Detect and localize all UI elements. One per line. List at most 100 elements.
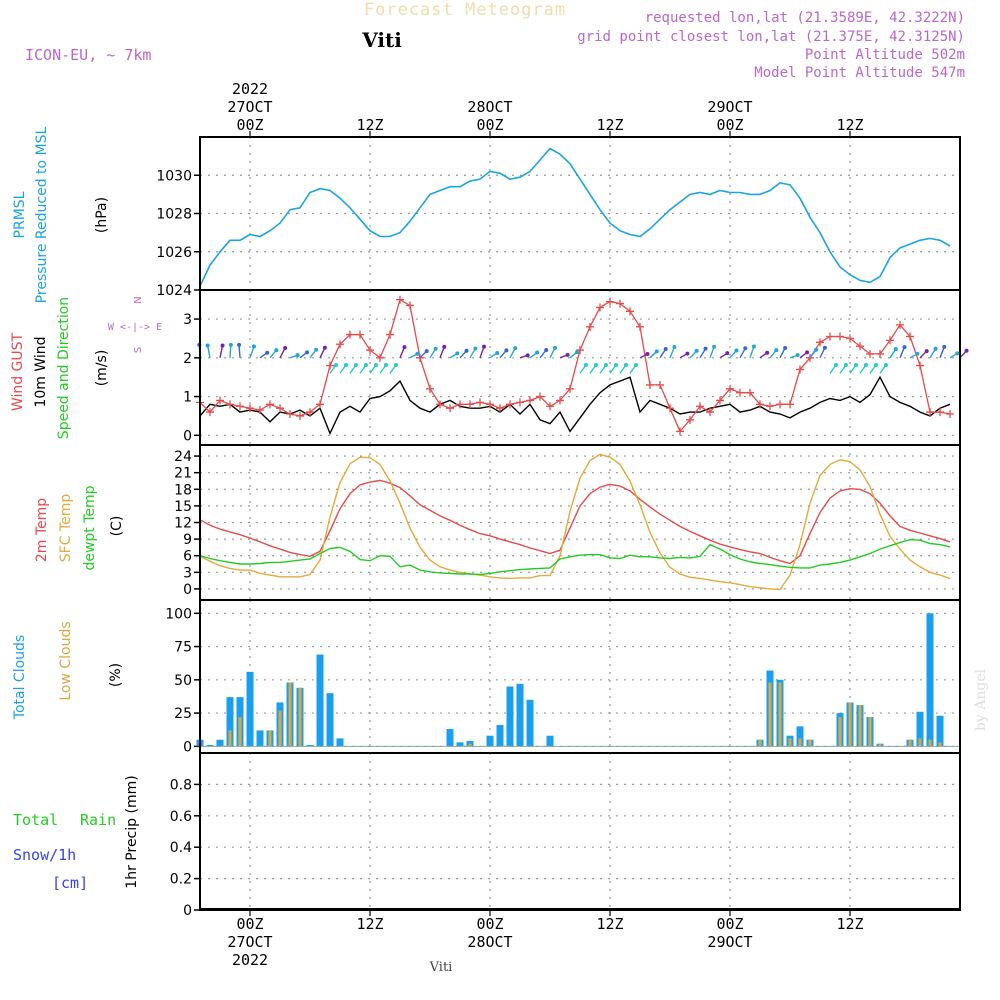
wind-gust-point: [886, 336, 894, 345]
low-cloud-bar: [838, 717, 842, 747]
total-cloud-bar: [926, 613, 934, 747]
wind-panel-labels: Wind GUST 10m Wind Speed and Direction (…: [10, 296, 162, 439]
total-cloud-bar: [936, 715, 944, 747]
low-cloud-bar: [228, 730, 232, 747]
wind-arrow-head: [712, 344, 717, 349]
wind-arrow-head: [353, 362, 358, 367]
cloud-panel-labels: Total Clouds Low Clouds (%): [12, 621, 124, 720]
total-cloud-bar: [496, 725, 504, 747]
low-cloud-bar: [878, 743, 882, 747]
low-cloud-bar: [298, 687, 302, 747]
wind-arrow-head: [623, 362, 628, 367]
wind-gust-point: [756, 400, 764, 409]
wind-arrow-head: [583, 362, 588, 367]
wind-arrow-head: [473, 346, 478, 351]
low-cloud-bar: [758, 739, 762, 747]
pressure-panel-labels: PRMSL Pressure Reduced to MSL (hPa): [12, 126, 110, 303]
wind-arrow-head: [251, 344, 256, 349]
low-cloud-bar: [858, 705, 862, 747]
low-cloud-bar: [848, 702, 852, 747]
wind-gust-point: [666, 404, 674, 413]
wind-arrow-head: [734, 348, 739, 353]
wind-gust-point: [806, 353, 814, 362]
rain-label: Rain: [80, 811, 116, 829]
wind-arrow-head: [663, 346, 668, 351]
wind-gust-point: [866, 349, 874, 358]
low-cloud-bar: [768, 682, 772, 747]
wind-gust-point: [586, 322, 594, 331]
top-time-label: 12Z: [356, 116, 383, 134]
wind-arrow-head: [464, 348, 469, 353]
wind-gust-point: [686, 415, 694, 424]
requested-location: requested lon,lat (21.3589E, 42.3222N): [645, 10, 965, 26]
total-cloud-bar: [466, 741, 474, 747]
wind-gust-point: [826, 332, 834, 341]
low-cloud-bar: [868, 717, 872, 747]
total-cloud-bar: [516, 683, 524, 747]
wind-gust-point: [926, 408, 934, 417]
wind-gust-point: [626, 307, 634, 316]
wind-arrow-head: [822, 345, 827, 350]
wind-gust-point: [366, 346, 374, 355]
wind-arrow-head: [685, 351, 690, 356]
pressure-unit: (hPa): [94, 197, 110, 233]
wind-unit: (m/s): [94, 350, 110, 387]
total-precip-label: Total: [13, 811, 58, 829]
wind-arrow-head: [565, 352, 570, 357]
cloud-ytick-label: 25: [174, 706, 192, 722]
low-cloud-bar: [938, 742, 942, 747]
low-cloud-bar: [238, 717, 242, 747]
wind-arrow-head: [393, 362, 398, 367]
wind-gust-point: [736, 388, 744, 397]
wind-arrow-head: [843, 362, 848, 367]
wind-gust-point: [846, 334, 854, 343]
wind-arrow-head: [725, 351, 730, 356]
cloud-panel: 0 25 50 75 100: [165, 599, 961, 755]
wind-10m-line: [199, 375, 951, 436]
cloud-ytick-label: 100: [165, 606, 192, 622]
wind-arrow-head: [765, 350, 770, 355]
dewpt-label: dewpt Temp: [82, 485, 98, 570]
cloud-ytick-label: 50: [174, 673, 192, 689]
wind-gust-label: Wind GUST: [10, 332, 26, 411]
wind-arrow-head: [593, 362, 598, 367]
wind-gust-point: [706, 408, 714, 417]
wind-gust-point: [536, 392, 544, 401]
total-cloud-bar: [546, 735, 554, 747]
model-label: ICON-EU, ~ 7km: [25, 46, 151, 64]
bottom-time-label: 00Z: [236, 915, 263, 933]
wind-direction-arrow: [229, 344, 232, 358]
low-cloud-bar: [798, 738, 802, 747]
top-time-label: 27OCT: [227, 98, 272, 116]
wind-gust-point: [306, 408, 314, 417]
temp-ytick-label: 9: [183, 532, 192, 548]
t2m-label: 2m Temp: [34, 498, 50, 562]
cloud-ytick-label: 0: [183, 739, 192, 755]
wind-panel: 0 1 2 3: [183, 289, 969, 446]
wind-arrow-head: [415, 351, 420, 356]
wind-arrow-head: [955, 351, 960, 356]
wind-gust-point: [546, 402, 554, 411]
footer-station: Viti: [429, 960, 453, 975]
compass-we: W <-|-> E: [108, 322, 162, 333]
wind-arrow-head: [924, 349, 929, 354]
wind-gust-point: [576, 346, 584, 355]
wind-gust-point: [296, 411, 304, 420]
precip-ytick-label: 0.4: [170, 840, 192, 856]
snow-unit: [cm]: [52, 874, 88, 892]
wind-arrow-head: [603, 362, 608, 367]
wind-arrow-head: [322, 345, 327, 350]
wind-arrow-head: [863, 362, 868, 367]
wind-gust-point: [746, 388, 754, 397]
bottom-time-label: 2022: [232, 951, 268, 969]
wind-gust-point: [896, 320, 904, 329]
wind-gust-point: [556, 396, 564, 405]
wind-arrow-head: [343, 362, 348, 367]
top-time-label: 00Z: [476, 116, 503, 134]
wind-arrow-head: [333, 362, 338, 367]
wind-gust-point: [346, 330, 354, 339]
temp-ytick-label: 15: [174, 499, 192, 515]
panels: 1024102610281030012303691215182124025507…: [156, 136, 969, 919]
